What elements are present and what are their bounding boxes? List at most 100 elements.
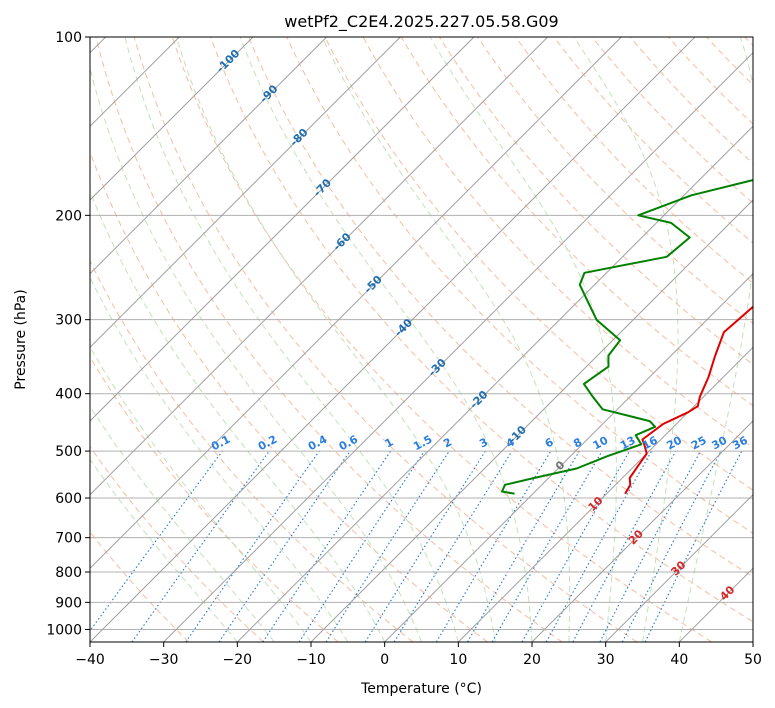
y-tick-label: 100 <box>55 30 82 46</box>
dry-adiabat-line <box>591 37 753 204</box>
moist-adiabat-line <box>90 276 349 642</box>
mixing-ratio-line <box>393 450 513 642</box>
isotherm-line <box>678 567 753 642</box>
mixing-ratio-line <box>521 450 630 642</box>
isotherm-line <box>531 420 753 642</box>
x-tick-label: 10 <box>449 652 467 668</box>
dry-adiabat-line <box>90 259 414 642</box>
dry-adiabat-line <box>744 37 753 47</box>
moist-adiabat-line <box>678 37 753 642</box>
dry-adiabat-line <box>400 37 753 407</box>
dry-adiabat-line <box>477 37 753 325</box>
x-tick-label: 20 <box>523 652 541 668</box>
moist-adiabats <box>90 37 753 642</box>
line-labels: 0.1 0.2 0.4 0.6 1 1.5 2 3 4 6 8 10 13 16 20 25 30 36-100-… <box>209 47 750 604</box>
dry-adiabat-line <box>95 37 563 642</box>
isotherm-line <box>752 641 753 642</box>
isotherm-line <box>457 346 753 642</box>
dry-adiabat-line <box>90 150 488 642</box>
isotherm-line <box>90 37 475 422</box>
dry-adiabat-line <box>210 37 753 623</box>
moist-adiabat-line <box>429 37 617 642</box>
moist-adiabat-line <box>175 37 496 642</box>
y-tick-label: 400 <box>55 387 82 403</box>
mixing-ratio-label: 13 <box>618 434 638 453</box>
mixing-ratio-line <box>364 450 486 642</box>
x-axis-title: Temperature (°C) <box>360 681 482 697</box>
dry-adiabats <box>90 37 753 642</box>
mixing-ratio-line <box>599 450 701 642</box>
x-tick-label: −10 <box>296 652 326 668</box>
y-tick-label: 900 <box>55 595 82 611</box>
moist-adiabat-line <box>90 346 312 642</box>
y-axis-ticks: 100 200 300 400 500 600 700 800 900 1000 <box>46 30 90 638</box>
isotherm-line <box>384 272 753 642</box>
dry-adiabat-line <box>90 445 264 642</box>
y-tick-label: 1000 <box>46 622 82 638</box>
isotherm-line <box>163 51 753 642</box>
mixing-ratio-lines <box>90 450 743 642</box>
isotherm-line <box>90 37 254 201</box>
x-tick-label: 0 <box>380 652 389 668</box>
mixing-ratio-line <box>325 450 450 642</box>
temperature-profile-line <box>624 305 753 495</box>
y-tick-label: 600 <box>55 491 82 507</box>
x-tick-label: −40 <box>75 652 105 668</box>
dry-adiabat-line <box>171 37 712 642</box>
isotherm-line <box>90 37 549 496</box>
dry-adiabat-line <box>553 37 753 244</box>
isotherm-line <box>90 37 328 275</box>
mixing-ratio-label: 1 <box>383 435 396 450</box>
dry-adiabat-line <box>248 37 753 578</box>
mixing-ratio-label: 30 <box>710 434 730 453</box>
sounding-series <box>501 179 753 495</box>
isotherm-line <box>90 37 401 349</box>
plot-content: 0.1 0.2 0.4 0.6 1 1.5 2 3 4 6 8 10 13 16 20 25 30 36-100-… <box>90 37 753 642</box>
x-tick-label: 30 <box>597 652 615 668</box>
mixing-ratio-line <box>491 450 603 642</box>
mixing-ratio-label: 0.6 <box>337 433 361 454</box>
x-tick-label: −30 <box>149 652 179 668</box>
isotherms <box>90 37 753 642</box>
x-tick-label: 40 <box>670 652 688 668</box>
dry-adiabat-line <box>706 37 753 86</box>
chart-title: wetPf2_C2E4.2025.227.05.58.G09 <box>284 12 558 32</box>
moist-adiabat-line <box>90 405 275 642</box>
x-tick-label: −20 <box>223 652 253 668</box>
dry-adiabat-label: 10 <box>586 494 606 514</box>
moist-adiabat-line <box>90 66 422 642</box>
mixing-ratio-label: 25 <box>689 434 709 453</box>
moist-adiabat-line <box>321 37 571 642</box>
moist-adiabat-line <box>239 37 533 642</box>
mixing-ratio-label: 0.4 <box>306 433 330 454</box>
y-tick-label: 700 <box>55 531 82 547</box>
isotherm-line <box>605 493 753 642</box>
x-tick-label: 50 <box>744 652 762 668</box>
mixing-ratio-line <box>131 450 270 642</box>
dewpoint-profile-line <box>501 179 753 495</box>
moist-adiabat-line <box>573 37 679 642</box>
isotherm-line <box>90 37 622 570</box>
isotherm-line <box>310 199 753 642</box>
mixing-ratio-label: 16 <box>640 434 660 453</box>
mixing-ratio-label: 20 <box>664 434 684 453</box>
y-tick-label: 300 <box>55 313 82 329</box>
mixing-ratio-label: 8 <box>571 435 584 450</box>
moist-adiabat-line <box>90 458 238 642</box>
mixing-ratio-line <box>298 450 425 642</box>
dry-adiabat-line <box>629 37 753 165</box>
plot-frame <box>89 36 754 643</box>
y-tick-label: 200 <box>55 208 82 224</box>
isotherm-line <box>90 37 696 642</box>
dry-adiabat-line <box>515 37 753 284</box>
dry-adiabat-line <box>324 37 753 491</box>
mixing-ratio-line <box>467 450 580 642</box>
moist-adiabat-line <box>90 189 386 642</box>
moist-adiabat-line <box>124 37 459 642</box>
y-tick-label: 800 <box>55 565 82 581</box>
mixing-ratio-line <box>262 450 392 642</box>
dry-adiabat-line <box>133 37 638 642</box>
isotherm-line <box>236 125 753 642</box>
mixing-ratio-line <box>90 450 223 632</box>
